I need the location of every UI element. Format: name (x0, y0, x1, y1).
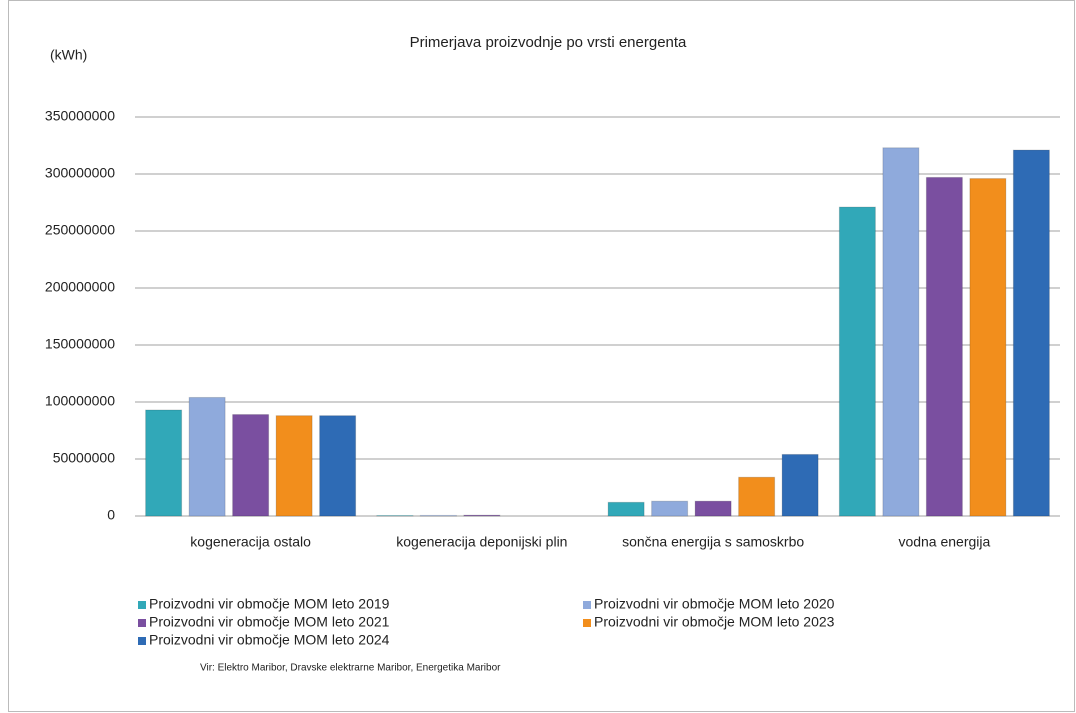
legend-label: Proizvodni vir območje MOM leto 2024 (149, 632, 390, 648)
bar (419, 514, 457, 517)
bar (969, 178, 1007, 517)
y-tick-label: 150000000 (45, 336, 115, 352)
legend-label: Proizvodni vir območje MOM leto 2021 (149, 614, 390, 630)
chart-title: Primerjava proizvodnje po vrsti energent… (410, 34, 687, 51)
y-tick-label: 300000000 (45, 165, 115, 181)
x-tick-label: kogeneracija deponijski plin (396, 534, 567, 550)
y-tick-label: 50000000 (53, 450, 116, 466)
bar (838, 206, 876, 517)
bar (463, 514, 501, 517)
legend-swatch (138, 601, 146, 609)
bar (607, 501, 645, 517)
bar (882, 147, 920, 517)
y-tick-label: 200000000 (45, 279, 115, 295)
bar (275, 415, 313, 517)
legend-label: Proizvodni vir območje MOM leto 2023 (594, 614, 835, 630)
bar (651, 500, 689, 517)
y-tick-label: 0 (107, 507, 115, 523)
bar (694, 500, 732, 517)
bar (145, 409, 183, 517)
y-tick-label: 250000000 (45, 222, 115, 238)
legend-label: Proizvodni vir območje MOM leto 2019 (149, 596, 390, 612)
bar (319, 415, 357, 517)
bar (781, 453, 819, 517)
bar (1012, 149, 1050, 517)
x-tick-label: kogeneracija ostalo (190, 534, 311, 550)
y-tick-label: 350000000 (45, 108, 115, 124)
y-axis-label: (kWh) (50, 47, 87, 63)
legend-swatch (583, 601, 591, 609)
bar (738, 476, 776, 517)
legend-swatch (138, 637, 146, 645)
x-tick-label: sončna energija s samoskrbo (622, 534, 804, 550)
bar (925, 176, 963, 517)
bar (188, 396, 226, 517)
legend-swatch (138, 619, 146, 627)
legend-swatch (583, 619, 591, 627)
bar (232, 414, 270, 517)
y-tick-label: 100000000 (45, 393, 115, 409)
legend-label: Proizvodni vir območje MOM leto 2020 (594, 596, 835, 612)
x-tick-label: vodna energija (898, 534, 990, 550)
source-note: Vir: Elektro Maribor, Dravske elektrarne… (200, 663, 501, 674)
